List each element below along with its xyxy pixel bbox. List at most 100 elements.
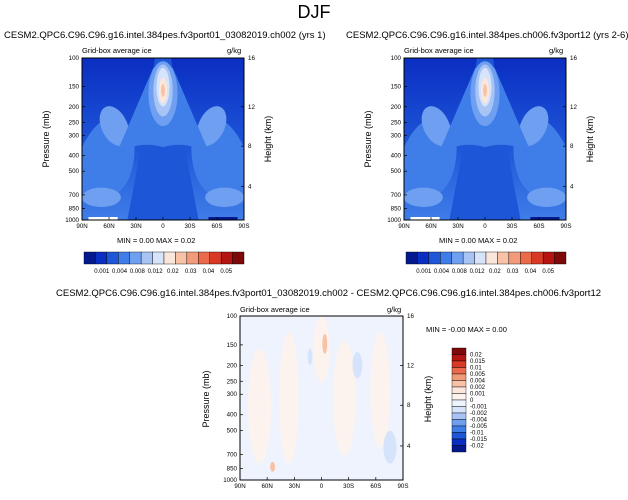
colorbar-swatch [508,251,521,265]
y-right-tick-label: 16 [570,55,577,62]
colorbar-swatch [405,251,418,265]
colorbar-panel-3: 0.020.0150.010.0050.0040.0020.0010-0.001… [451,347,488,453]
panel-3-units: g/kg [387,305,402,314]
x-tick-label: 30S [506,223,517,230]
colorbar-label: 0.001 [94,269,110,275]
x-tick-label: 90N [76,223,87,230]
colorbar-label: 0.05 [220,269,232,275]
x-tick-label: 60S [211,223,222,230]
field-contour [421,106,452,146]
x-tick-label: 0 [320,483,324,490]
field-contour [99,106,130,146]
y-right-tick-label: 8 [248,143,252,150]
field-surface-mask [208,217,238,220]
colorbar-label: 0.04 [203,269,215,275]
y-tick-label: 500 [69,168,80,175]
colorbar-label: 0.008 [452,269,468,275]
colorbar-swatch [83,251,96,265]
y-tick-label: 100 [69,55,80,62]
colorbar-swatch [95,251,108,265]
colorbar-swatch [462,251,475,265]
y-tick-label: 200 [69,104,80,111]
x-tick-label: 60S [533,223,544,230]
diff-contour [313,316,330,382]
colorbar-label: 0.004 [434,269,450,275]
colorbar-swatch [198,251,210,265]
colorbar-swatch [451,386,467,394]
y-tick-label: 400 [227,412,238,419]
panel-1-axes: 90N 60N 30N 0 30S 60S 90S 100 150 200 250 300 400 500… [65,55,255,230]
colorbar-swatch [152,251,165,265]
panel-1-subtitle: Grid-box average ice [82,46,152,55]
colorbar-label: -0.005 [470,424,488,430]
colorbar-swatch [140,251,153,265]
field-contour [205,187,244,208]
y-right-tick-label: 12 [570,104,577,111]
x-tick-label: 90S [238,223,249,230]
y-tick-label: 400 [391,153,402,160]
colorbar-swatch [451,360,467,368]
colorbar-label: 0.03 [507,269,519,275]
x-tick-label: 60N [425,223,436,230]
y-tick-label: 700 [69,192,80,199]
colorbar-swatch [451,419,467,427]
colorbar-swatch [163,251,176,265]
diff-contour [352,352,363,379]
colorbar-swatch [175,251,188,265]
colorbar-swatch [451,399,467,407]
colorbar-swatch [451,367,467,375]
colorbar-label: -0.002 [470,411,488,417]
colorbar-label: 0.002 [470,385,486,391]
panel-2-units: g/kg [549,46,564,55]
colorbar-swatch [451,380,467,388]
y-tick-label: 500 [391,168,402,175]
x-tick-label: 90N [234,483,245,490]
x-tick-label: 30S [184,223,195,230]
y-tick-label: 700 [391,192,402,199]
field-contour [82,187,121,208]
colorbar-label: -0.004 [470,418,488,424]
colorbar-label: 0.008 [130,269,146,275]
colorbar-label: -0.001 [470,405,488,411]
colorbar-label: 0.012 [148,269,164,275]
colorbar-swatch [531,251,544,265]
y-right-tick-label: 4 [248,183,252,190]
colorbar-label: 0.02 [470,353,482,359]
colorbar-swatch [417,251,430,265]
colorbar-swatch [451,432,467,440]
y-tick-label: 850 [227,465,238,472]
panel-3-stats: MIN = -0.00 MAX = 0.00 [426,325,507,334]
colorbar-swatch [440,251,452,265]
colorbar-swatch [451,251,464,265]
colorbar-swatch [186,251,199,265]
y-tick-label: 250 [227,378,238,385]
panel-1-title: CESM2.QPC6.C96.C96.g16.intel.384pes.fv3p… [4,30,326,41]
x-tick-label: 60N [103,223,114,230]
diff-contour [279,332,299,464]
y-right-tick-label: 16 [407,313,414,320]
colorbar-swatch [428,251,441,265]
colorbar-label: 0.03 [185,269,197,275]
colorbar-swatch [451,354,467,362]
colorbar-panel-1: 0.001 0.004 0.008 0.012 0.02 0.03 0.04 0.05 [83,251,245,275]
y-right-tick-label: 16 [248,55,255,62]
field-surface-mask [530,217,560,220]
colorbar-swatch [220,251,233,265]
field-core [161,83,165,97]
diff-contour [270,461,276,472]
panel-2-field [404,58,566,220]
y-right-tick-label: 12 [248,104,255,111]
colorbar-swatch [485,251,498,265]
y-tick-label: 250 [69,119,80,126]
panel-2-title: CESM2.QPC6.C96.C96.g16.intel.384pes.ch00… [346,30,628,41]
field-contour [404,187,443,208]
y-tick-label: 300 [227,391,238,398]
colorbar-label: 0.012 [470,269,486,275]
colorbar-label: 0.02 [489,269,501,275]
panel-3-axes: 90N 60N 30N 0 30S 60S 90S 100 150 200 250 300 400 500… [223,313,414,490]
colorbar-swatch [451,445,467,453]
colorbar-swatch [451,373,467,381]
y-right-tick-label: 8 [570,143,574,150]
panel-2-subtitle: Grid-box average ice [404,46,474,55]
colorbar-label: 0.001 [416,269,432,275]
